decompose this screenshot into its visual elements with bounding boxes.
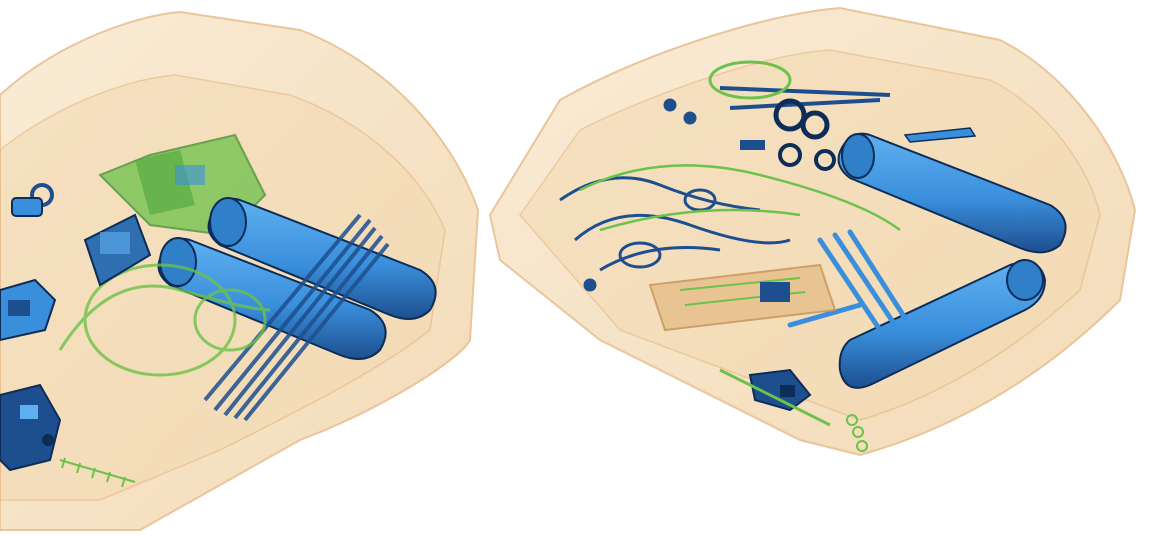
small-device (0, 383, 62, 472)
left-bin (0, 10, 480, 531)
zipper-pulls (846, 414, 868, 452)
small-device (0, 278, 57, 342)
scissors (708, 60, 891, 140)
comb-strip (59, 457, 136, 488)
padlock (11, 183, 54, 217)
circuit-board (648, 263, 837, 332)
cylinder-canister (838, 259, 1047, 389)
knife (903, 127, 977, 143)
small-device (719, 368, 831, 427)
binder-clip (83, 213, 152, 287)
green-wires (579, 164, 901, 232)
right-bin (488, 6, 1137, 457)
cylinder-canister (837, 132, 1067, 254)
keys (740, 140, 836, 171)
rod-bundle (203, 213, 390, 422)
cylinder-canister (157, 237, 387, 360)
utensils (787, 229, 908, 333)
clips-and-wires (58, 263, 271, 377)
